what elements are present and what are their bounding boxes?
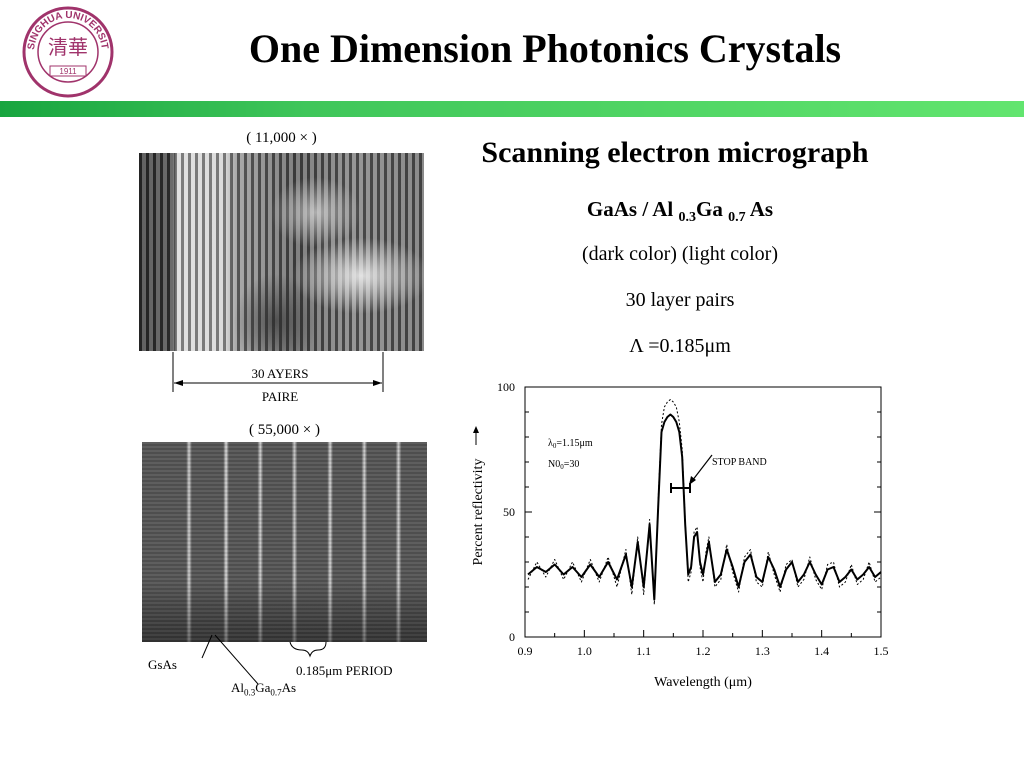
x-tick-label-5: 1.4: [814, 644, 829, 658]
x-tick-label-0: 0.9: [518, 644, 533, 658]
annotation-n0: N00=30: [548, 459, 579, 471]
stop-band-arrowhead: [689, 476, 696, 485]
label-algaas: Al0.3Ga0.7As: [231, 680, 297, 698]
x-tick-label-3: 1.2: [696, 644, 711, 658]
sem2-callouts: [201, 634, 327, 685]
label-gaas: GsAs: [148, 657, 177, 672]
logo-glyph: 清華: [48, 35, 88, 59]
series-line-0: [527, 413, 882, 601]
material-line: GaAs / Al 0.3Ga 0.7 As: [586, 197, 774, 226]
y-axis-label: Percent reflectivity: [471, 459, 486, 566]
sem1-caption: ( 11,000 × ): [246, 130, 317, 146]
annotation-stop-band: STOP BAND: [712, 457, 767, 468]
x-ticks: 0.9 1.0 1.1 1.2 1.3 1.4 1.5: [518, 630, 889, 658]
x-tick-label-4: 1.3: [755, 644, 770, 658]
slide-title: One Dimension Photonics Crystals: [248, 26, 842, 71]
label-period: 0.185μm PERIOD: [296, 663, 393, 678]
scale-label-top: 30 AYERS: [251, 366, 309, 381]
sem-image-55000x: [142, 442, 427, 642]
logo-year: 1911: [59, 67, 77, 76]
sem-image-texture: [142, 442, 427, 642]
scale-label-bottom: PAIRE: [261, 389, 299, 404]
stop-band-arrow: [691, 454, 713, 482]
y-tick-label-0: 0: [509, 630, 515, 644]
accent-bar: [0, 101, 1024, 117]
x-tick-label-2: 1.1: [636, 644, 651, 658]
annotation-lambda0: λ0=1.15μm: [548, 438, 593, 450]
y-tick-label-2: 100: [497, 380, 515, 394]
sem-image-11000x: [139, 153, 424, 351]
color-note: (dark color) (light color): [581, 243, 779, 265]
layer-pairs: 30 layer pairs: [625, 289, 735, 311]
series-line-1: [527, 399, 882, 605]
x-tick-label-6: 1.5: [874, 644, 889, 658]
university-seal-logo: TSINGHUA UNIVERSITY 清華 1911: [22, 6, 114, 98]
sem2-caption: ( 55,000 × ): [249, 422, 320, 438]
y-ticks: 0 50 100: [497, 380, 881, 644]
plot-frame: [524, 386, 882, 638]
x-tick-label-1: 1.0: [577, 644, 592, 658]
right-heading: Scanning electron micrograph: [481, 136, 869, 169]
x-axis-label: Wavelength (μm): [654, 675, 752, 690]
y-tick-label-1: 50: [503, 505, 515, 519]
reflectivity-chart: 0.9 1.0 1.1 1.2 1.3 1.4 1.5 0 50 100 Wavelength …: [471, 380, 889, 690]
period-value: Λ =0.185μm: [629, 335, 731, 357]
scale-bar: [172, 352, 384, 392]
y-axis-arrowhead: [473, 426, 479, 433]
series-group: [527, 399, 882, 605]
